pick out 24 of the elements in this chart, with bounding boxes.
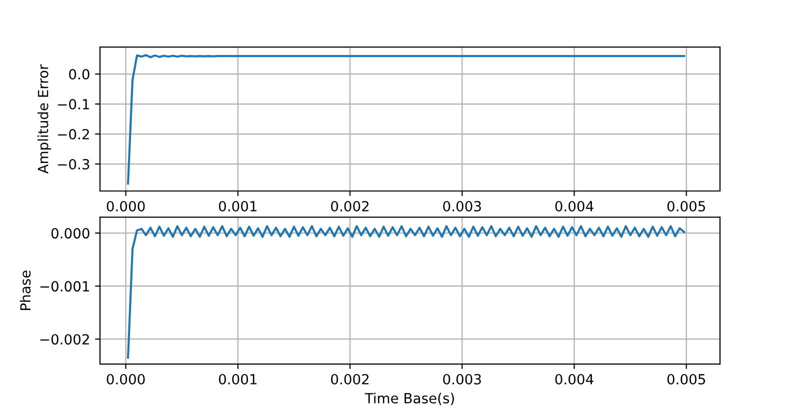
x-tick-label: 0.003 [443,374,481,384]
y-axis-title: Amplitude Error [38,64,51,174]
x-tick-label: 0.004 [555,200,594,212]
y-tick-label: −0.002 [40,334,89,345]
x-tick-label: 0.002 [331,200,369,212]
x-tick-label: 0.002 [331,374,369,384]
y-tick-label: −0.2 [58,128,89,140]
line-series [126,225,686,359]
x-tick-label: 0.004 [555,374,594,384]
x-tick-label: 0.005 [667,374,706,384]
x-tick-label: 0.000 [106,200,145,212]
x-tick-label: 0.005 [667,200,706,212]
x-tick-label: 0.000 [106,374,145,384]
y-tick-label: −0.1 [58,98,89,110]
x-tick-label: 0.001 [218,200,256,212]
x-tick-label: 0.001 [218,374,256,384]
y-tick-label: 0.000 [51,228,90,239]
x-tick-label: 0.003 [443,200,481,212]
line-series [126,54,686,185]
x-axis-title: Time Base(s) [364,392,454,406]
y-tick-label: 0.0 [69,69,90,80]
y-tick-label: −0.3 [58,158,90,170]
y-axis-title: Phase [20,270,31,310]
y-tick-label: −0.001 [40,281,89,292]
